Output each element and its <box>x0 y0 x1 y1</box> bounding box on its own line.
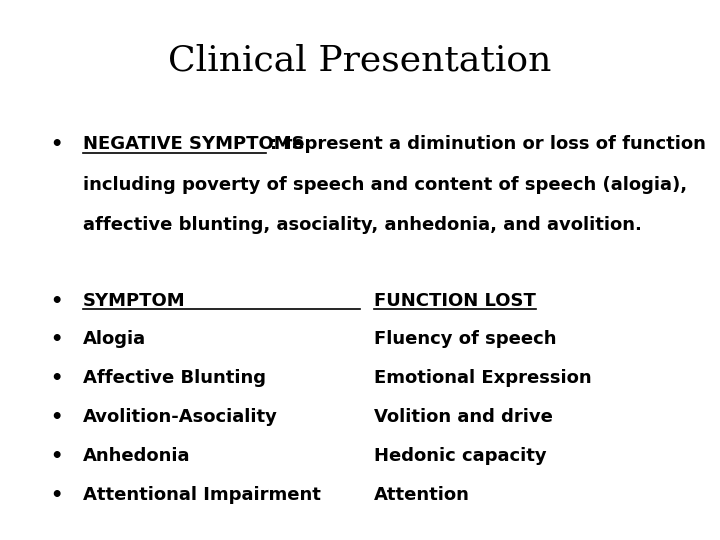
Text: •: • <box>50 408 63 427</box>
Text: Attention: Attention <box>374 486 470 504</box>
Text: Fluency of speech: Fluency of speech <box>374 330 557 348</box>
Text: Hedonic capacity: Hedonic capacity <box>374 447 547 465</box>
Text: NEGATIVE SYMPTOMS: NEGATIVE SYMPTOMS <box>83 135 305 153</box>
Text: Emotional Expression: Emotional Expression <box>374 369 592 387</box>
Text: •: • <box>50 447 63 466</box>
Text: Clinical Presentation: Clinical Presentation <box>168 43 552 77</box>
Text: •: • <box>50 486 63 505</box>
Text: Alogia: Alogia <box>83 330 146 348</box>
Text: : represent a diminution or loss of function: : represent a diminution or loss of func… <box>270 135 706 153</box>
Text: SYMPTOM: SYMPTOM <box>83 292 186 309</box>
Text: •: • <box>50 135 63 154</box>
Text: FUNCTION LOST: FUNCTION LOST <box>374 292 536 309</box>
Text: Anhedonia: Anhedonia <box>83 447 190 465</box>
Text: •: • <box>50 369 63 388</box>
Text: affective blunting, asociality, anhedonia, and avolition.: affective blunting, asociality, anhedoni… <box>83 216 642 234</box>
Text: •: • <box>50 292 63 310</box>
Text: Avolition-Asociality: Avolition-Asociality <box>83 408 278 426</box>
Text: •: • <box>50 330 63 349</box>
Text: Affective Blunting: Affective Blunting <box>83 369 266 387</box>
Text: Volition and drive: Volition and drive <box>374 408 553 426</box>
Text: including poverty of speech and content of speech (alogia),: including poverty of speech and content … <box>83 176 687 193</box>
Text: Attentional Impairment: Attentional Impairment <box>83 486 320 504</box>
